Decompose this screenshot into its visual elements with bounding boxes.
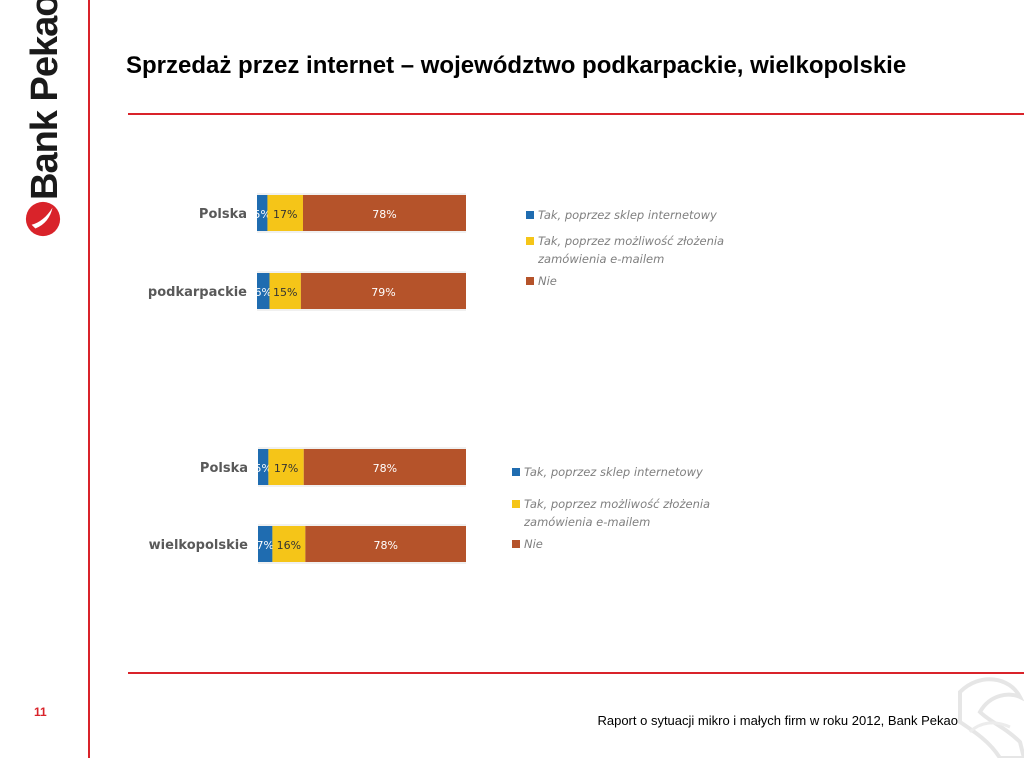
data-label: 78% [372,208,396,221]
bar-segment [257,273,270,309]
category-label: Polska [199,207,247,222]
legend-label: Tak, poprzez możliwość złożenia [538,234,724,248]
data-label: 79% [371,286,395,299]
data-label: 15% [273,286,297,299]
data-label: 7% [256,539,273,552]
data-label: 5% [254,462,271,475]
bar-segment [267,195,303,231]
bar-segment [300,273,466,309]
watermark-decoration [958,677,1024,758]
data-label: 16% [277,539,301,552]
bottom-divider [128,672,1024,674]
data-label: 78% [373,462,397,475]
bar-segment [258,449,269,485]
legend-swatch [512,540,520,548]
category-label: Polska [200,461,248,476]
data-label: 78% [373,539,397,552]
bar-segment [303,449,466,485]
logo-mark-icon [25,201,61,237]
bar-segment [272,526,306,562]
category-label: wielkopolskie [149,538,248,553]
bar-segment [258,526,273,562]
legend-label: Tak, poprzez sklep internetowy [538,208,717,222]
bar-segment [268,449,304,485]
legend-swatch [526,211,534,219]
legend-swatch [526,277,534,285]
legend-swatch [512,468,520,476]
top-divider [128,113,1024,115]
bar-segment [269,273,301,309]
page-number: 11 [34,705,47,719]
category-label: podkarpackie [148,285,247,300]
data-label: 17% [274,462,298,475]
bar-segment [305,526,466,562]
legend-swatch [512,500,520,508]
legend-swatch [526,237,534,245]
bar-segment [257,195,268,231]
legend-label: Tak, poprzez możliwość złożenia [524,497,710,511]
legend-label: zamówienia e-mailem [537,252,664,266]
left-accent-line [88,0,90,758]
data-label: 17% [273,208,297,221]
bar-segment [302,195,466,231]
footer-source: Raport o sytuacji mikro i małych firm w … [597,713,958,728]
legend-label: Nie [538,274,557,288]
legend-label: Nie [524,537,543,551]
data-label: 6% [255,286,272,299]
bank-logo: Bank Pekao [20,0,70,240]
legend-label: zamówienia e-mailem [523,515,650,529]
slide-title: Sprzedaż przez internet – województwo po… [126,52,907,79]
legend-label: Tak, poprzez sklep internetowy [524,465,703,479]
data-label: 5% [253,208,270,221]
